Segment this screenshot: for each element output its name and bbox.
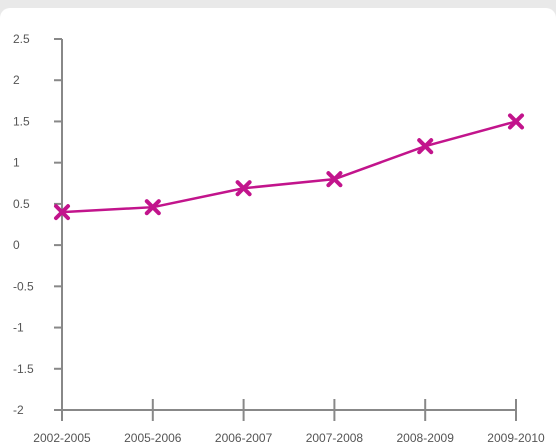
- series-line: [61, 120, 517, 214]
- data-point: [54, 204, 70, 221]
- y-tick-label: 0: [13, 238, 20, 252]
- data-point: [326, 171, 343, 188]
- x-marker-stroke: [326, 171, 343, 188]
- y-tick-label: 0.5: [13, 197, 30, 211]
- y-axis: 2.5 2 1.5 1 0.5 0 -0.5 -1 -1.5 -2: [13, 32, 63, 417]
- y-tick-label: 1: [13, 156, 20, 170]
- y-tick-label: -1.5: [13, 362, 34, 376]
- y-tick-label: -1: [13, 321, 24, 335]
- data-point: [144, 199, 161, 216]
- x-tick-label: 2009-2010: [487, 431, 545, 445]
- x-axis: 2002-2005 2005-2006 2006-2007 2007-2008 2008…: [33, 399, 545, 445]
- x-tick-label: 2002-2005: [33, 431, 91, 445]
- x-tick-label: 2005-2006: [124, 431, 182, 445]
- y-tick-label: 1.5: [13, 114, 30, 128]
- y-tick-label: 2: [13, 73, 20, 87]
- data-point: [417, 138, 434, 155]
- y-tick-label: -2: [13, 403, 24, 417]
- y-tick-label: -0.5: [13, 279, 34, 293]
- series-layer: [54, 113, 524, 221]
- x-marker-stroke: [144, 199, 161, 216]
- x-marker-stroke: [235, 180, 252, 197]
- chart-card: [0, 8, 556, 448]
- data-point: [235, 180, 252, 197]
- x-tick-label: 2006-2007: [215, 431, 273, 445]
- x-marker-stroke: [417, 138, 434, 155]
- data-point: [508, 113, 524, 130]
- x-tick-label: 2007-2008: [306, 431, 364, 445]
- y-tick-label: 2.5: [13, 32, 30, 46]
- x-marker-stroke: [508, 113, 524, 130]
- x-marker-stroke: [54, 204, 70, 221]
- x-tick-label: 2008-2009: [397, 431, 455, 445]
